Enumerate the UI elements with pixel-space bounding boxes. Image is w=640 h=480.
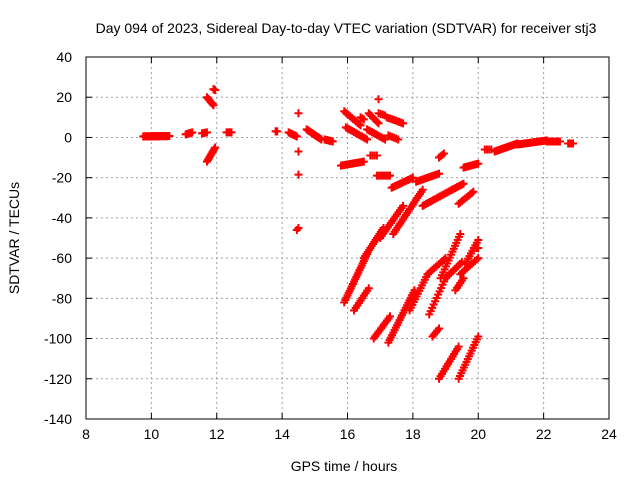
axis-ticks: 8 10 12 14 16 18 20 22 24 40 20 0 -20 -40 -60 -80 -100 -1…: [44, 49, 617, 442]
data-point: [294, 170, 303, 179]
x-tick-label: 10: [144, 426, 160, 442]
data-point: [211, 143, 220, 152]
x-tick-label: 14: [274, 426, 290, 442]
data-point: [202, 128, 211, 137]
data-point: [474, 244, 483, 253]
data-point: [435, 169, 444, 178]
data-point: [438, 150, 447, 159]
x-tick-label: 20: [470, 426, 486, 442]
data-point: [188, 128, 197, 137]
y-tick-label: -20: [52, 170, 72, 186]
data-point: [355, 120, 364, 129]
y-tick-label: -140: [44, 411, 72, 427]
data-point: [364, 284, 373, 293]
data-point: [328, 137, 337, 146]
data-point: [374, 119, 383, 128]
data-point: [394, 135, 403, 144]
data-point: [359, 115, 368, 124]
data-point: [399, 201, 408, 210]
data-point: [294, 223, 303, 232]
data-point: [385, 171, 394, 180]
data-point: [459, 274, 468, 283]
data-point: [294, 147, 303, 156]
data-point: [569, 139, 578, 148]
data-point: [454, 342, 463, 351]
x-tick-label: 8: [82, 426, 90, 442]
data-point: [435, 324, 444, 333]
data-point: [459, 179, 468, 188]
data-point: [359, 157, 368, 166]
data-point: [294, 109, 303, 118]
y-tick-label: -40: [52, 210, 72, 226]
data-point: [374, 95, 383, 104]
x-tick-label: 24: [601, 426, 617, 442]
y-axis-label: SDTVAR / TECUs: [6, 182, 22, 294]
data-point: [227, 128, 236, 137]
data-point: [399, 119, 408, 128]
x-axis-label: GPS time / hours: [291, 458, 398, 474]
data-point: [211, 86, 220, 95]
y-tick-label: -80: [52, 290, 72, 306]
data-point: [474, 254, 483, 263]
y-tick-label: -60: [52, 250, 72, 266]
data-point: [209, 101, 218, 110]
data-point: [165, 132, 174, 141]
x-tick-label: 12: [209, 426, 225, 442]
y-tick-label: -120: [44, 371, 72, 387]
data-point: [555, 137, 564, 146]
data-point: [292, 132, 301, 141]
data-point: [474, 332, 483, 341]
data-point: [358, 114, 367, 123]
y-tick-label: 40: [56, 49, 72, 65]
x-tick-label: 18: [405, 426, 421, 442]
data-point: [472, 255, 481, 264]
y-tick-label: 0: [64, 129, 72, 145]
x-tick-label: 22: [536, 426, 552, 442]
data-points: [139, 85, 578, 383]
x-tick-label: 16: [340, 426, 356, 442]
data-point: [456, 229, 465, 238]
data-point: [469, 187, 478, 196]
y-tick-label: 20: [56, 89, 72, 105]
data-point: [381, 135, 390, 144]
data-point: [385, 312, 394, 321]
chart-title: Day 094 of 2023, Sidereal Day-to-day VTE…: [96, 20, 597, 36]
data-point: [273, 127, 282, 136]
data-point: [372, 151, 381, 160]
data-point: [439, 149, 448, 158]
data-point: [474, 159, 483, 168]
data-point: [418, 185, 427, 194]
data-point: [356, 121, 365, 130]
data-point: [363, 135, 372, 144]
data-point: [474, 236, 483, 245]
data-point: [373, 117, 382, 126]
data-point: [408, 173, 417, 182]
data-point: [467, 189, 476, 198]
y-tick-label: -100: [44, 331, 72, 347]
